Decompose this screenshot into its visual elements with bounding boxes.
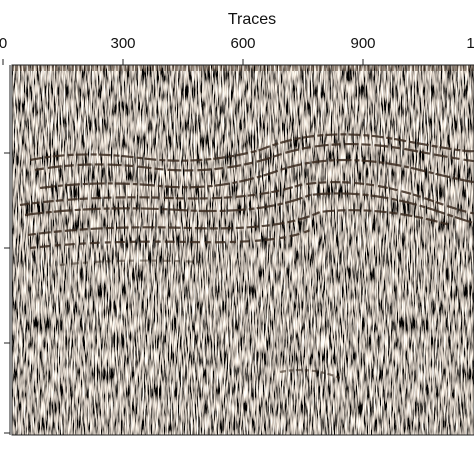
x-tick-label: 300	[110, 35, 135, 52]
x-tick-label: 600	[230, 35, 255, 52]
x-tick-label: 1200	[466, 35, 474, 52]
seismic-image	[4, 64, 474, 436]
x-tick-label: 900	[350, 35, 375, 52]
x-tick-label: 0	[0, 35, 7, 52]
x-axis-title: Traces	[228, 11, 276, 28]
